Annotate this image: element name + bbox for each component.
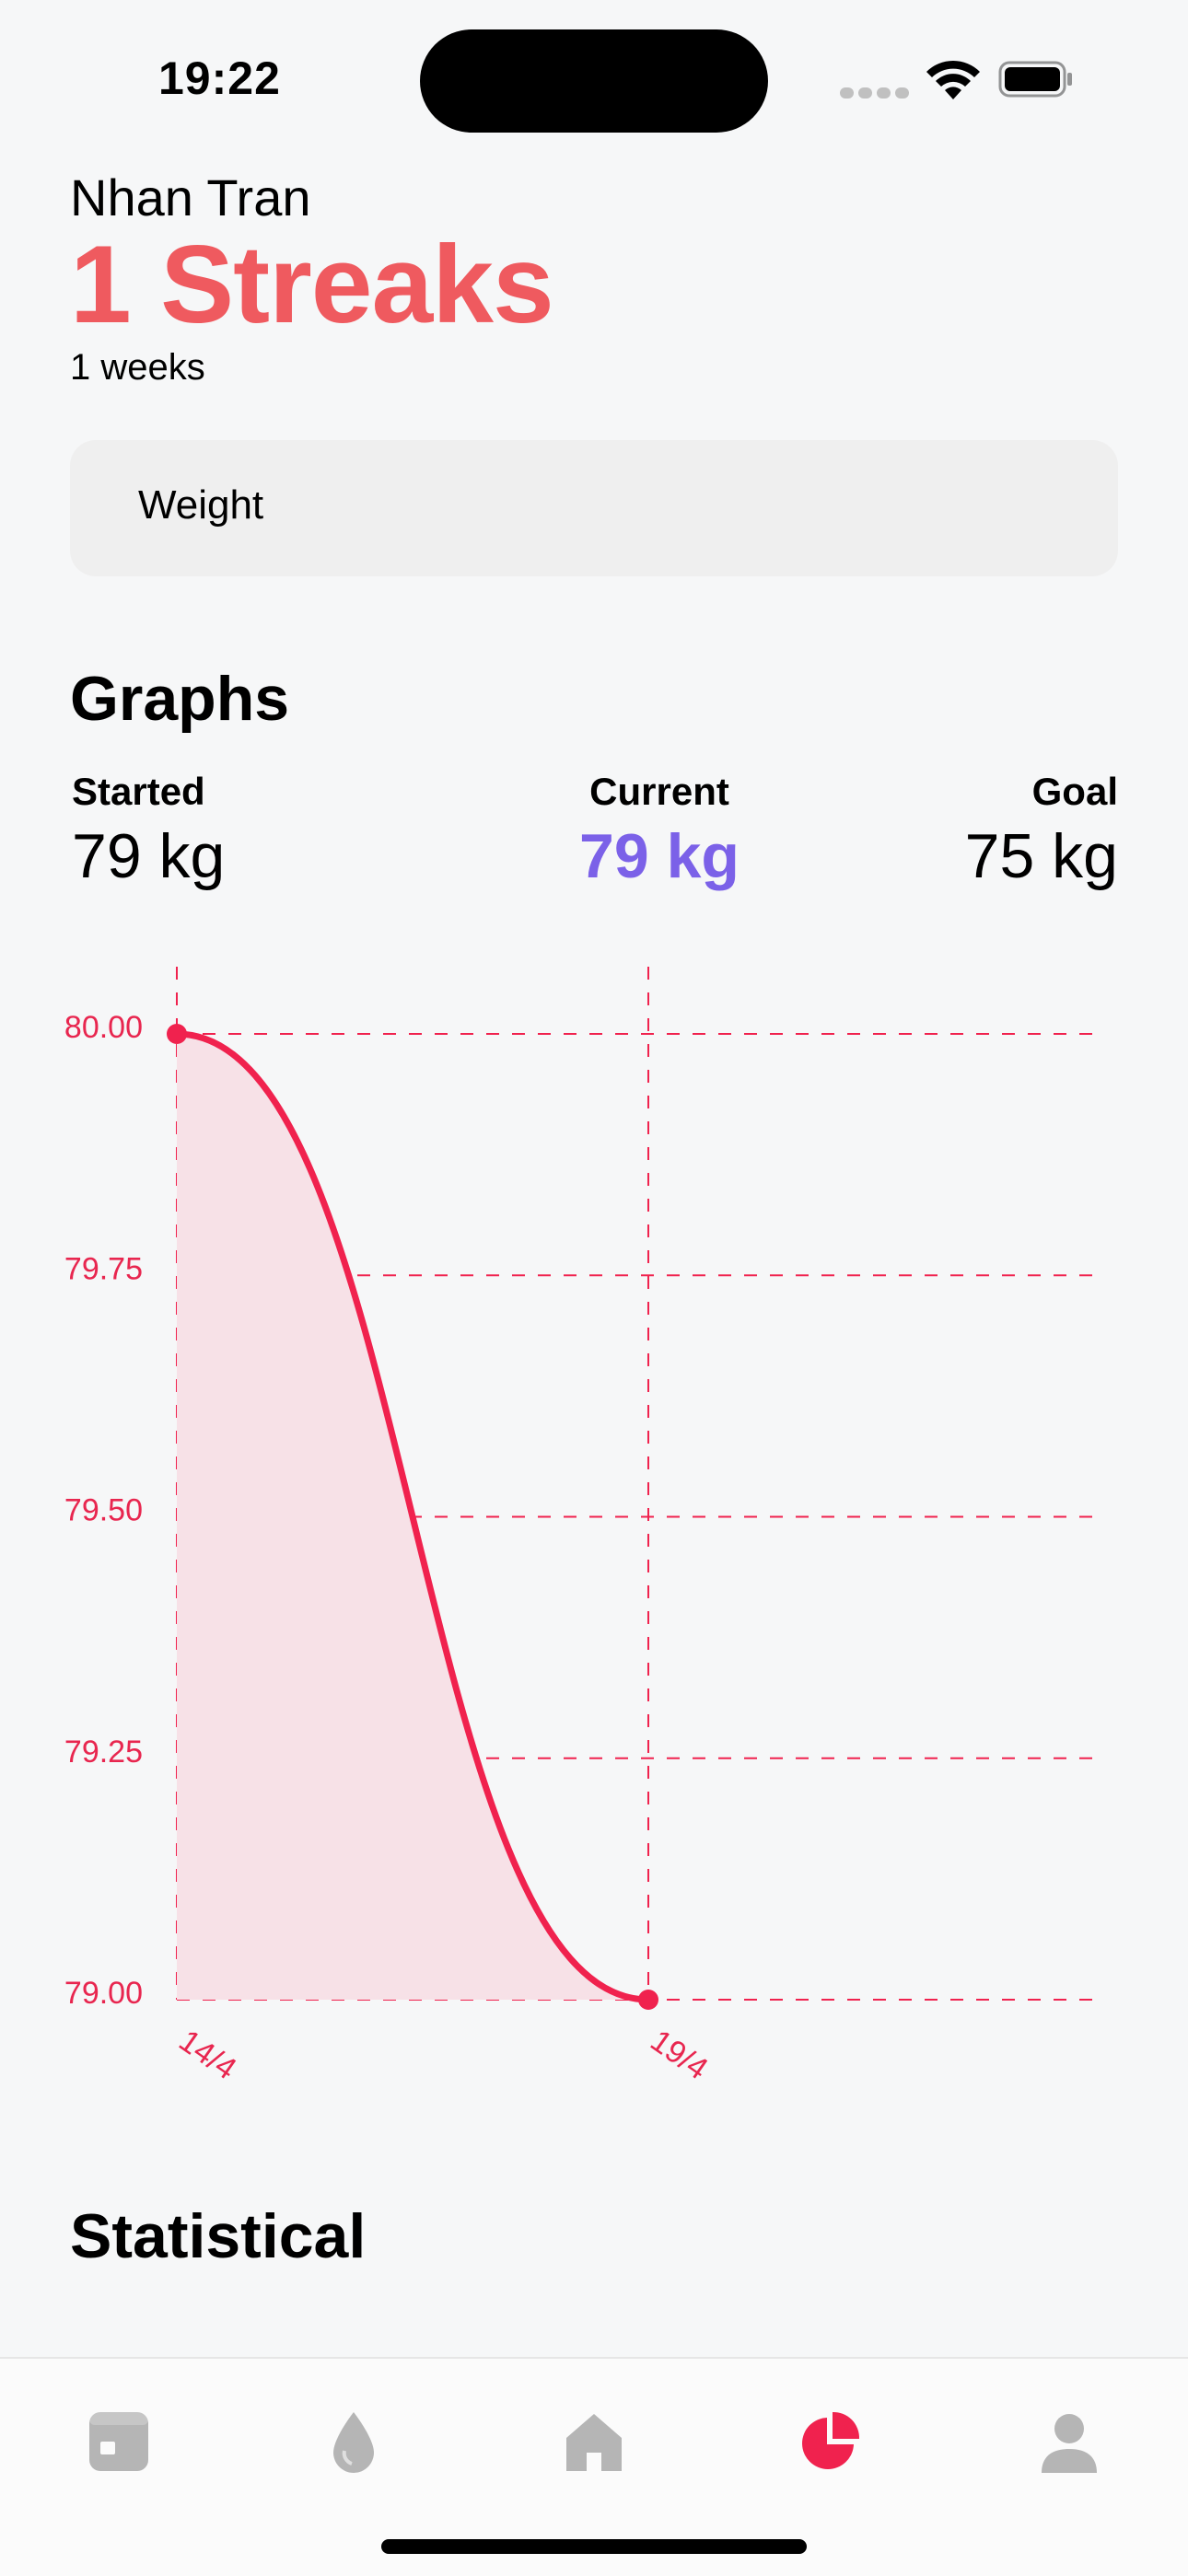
weight-summary: Started 79 kg Current 79 kg Goal 75 kg [70,764,1118,902]
y-tick-label: 79.00 [64,1976,143,2011]
goal-summary: Goal 75 kg [965,764,1118,893]
data-point [167,1024,187,1044]
user-name: Nhan Tran [70,168,311,226]
graphs-title: Graphs [70,664,290,734]
current-summary: Current 79 kg [475,764,844,893]
series-line [173,1030,652,2003]
calendar-icon[interactable] [73,2396,165,2488]
started-value: 79 kg [72,821,226,891]
profile-icon[interactable] [1023,2396,1115,2488]
battery-icon [998,61,1072,98]
water-drop-icon[interactable] [308,2396,400,2488]
goal-label: Goal [1031,770,1118,813]
statistical-title: Statistical [70,2201,367,2271]
status-icons [840,53,1089,105]
x-tick-label: 14/4 [172,2023,242,2086]
current-value: 79 kg [579,821,740,891]
metric-selector-value: Weight [138,482,264,528]
started-label: Started [72,770,205,813]
data-point [638,1990,658,2010]
current-label: Current [589,770,729,813]
y-tick-label: 79.25 [64,1735,143,1770]
weight-chart: 80.00 79.75 79.50 79.25 79.00 14/4 19/4 [64,967,1105,2087]
home-indicator [381,2539,807,2554]
profile-header: Nhan Tran 1 Streaks 1 weeks [70,166,1120,390]
y-tick-label: 80.00 [64,1010,143,1045]
streak-weeks: 1 weeks [70,347,205,388]
streak-count: 1 Streaks [70,223,554,346]
y-tick-label: 79.75 [64,1251,143,1286]
status-bar: 19:22 [0,0,1188,166]
y-tick-label: 79.50 [64,1493,143,1528]
wifi-icon [926,60,980,99]
status-time: 19:22 [158,52,281,104]
dynamic-island [420,29,768,133]
goal-value: 75 kg [964,821,1118,891]
home-icon[interactable] [548,2396,640,2488]
pie-chart-icon[interactable] [784,2396,876,2488]
cellular-signal-icon [840,87,914,103]
started-summary: Started 79 kg [72,764,225,893]
x-tick-label: 19/4 [644,2023,714,2086]
metric-selector[interactable]: Weight [70,440,1118,576]
